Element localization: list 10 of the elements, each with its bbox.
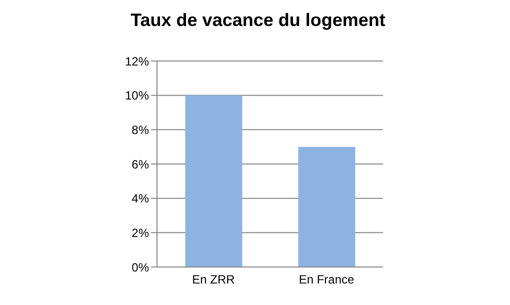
y-tick-label: 2% xyxy=(132,226,150,240)
y-tick-label: 10% xyxy=(124,88,150,103)
x-tick-label: En France xyxy=(298,272,355,287)
y-tick-label: 6% xyxy=(132,157,150,172)
y-tick-label: 8% xyxy=(132,122,150,137)
chart-title: Taux de vacance du logement xyxy=(130,10,386,31)
y-tick-label: 0% xyxy=(132,260,150,274)
y-tick-label: 4% xyxy=(132,192,150,206)
x-tick-label: En ZRR xyxy=(192,272,236,287)
y-tick-label: 12% xyxy=(124,54,150,68)
